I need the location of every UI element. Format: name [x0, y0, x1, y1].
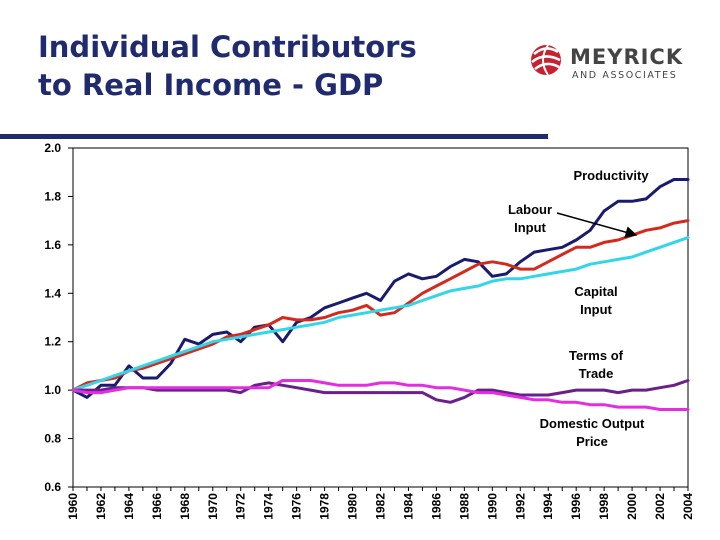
x-tick-label: 1994 [541, 493, 555, 520]
y-tick-label: 1.8 [44, 189, 61, 203]
x-tick-label: 1978 [318, 493, 332, 520]
x-tick-label: 1990 [485, 493, 499, 520]
annotation-line: Domestic Output [540, 416, 645, 431]
chart-axes: 0.6 0.8 1.0 1.2 1.4 1.6 1.8 2.0 1960 1962 1964 1966… [44, 141, 695, 520]
red-globe-icon [531, 44, 561, 76]
annotation-terms: Terms of Trade [569, 348, 624, 381]
x-tick-label: 2004 [681, 493, 695, 520]
title-line-1: Individual Contributors [38, 30, 417, 64]
chart-series [71, 178, 690, 411]
page-title: Individual Contributors to Real Income -… [38, 28, 417, 104]
x-tick-label: 1982 [374, 493, 388, 520]
series-capital-input-line [71, 236, 690, 392]
annotation-price: Domestic Output Price [540, 416, 645, 449]
x-tick-label: 1974 [262, 493, 276, 520]
series-domestic-output-price-line [71, 379, 690, 411]
series-labour-input-line [71, 219, 690, 392]
annotation-line: Terms of [569, 348, 624, 363]
y-tick-label: 1.4 [44, 286, 61, 300]
y-tick-label: 1.0 [44, 383, 61, 397]
annotation-line: Input [580, 302, 612, 317]
title-line-2: to Real Income - GDP [38, 68, 384, 102]
x-tick-label: 1986 [429, 493, 443, 520]
annotation-line: Capital [574, 284, 617, 299]
annotation-line: Input [514, 220, 546, 235]
annotation-productivity: Productivity [573, 168, 649, 183]
x-tick-label: 1970 [206, 493, 220, 520]
y-tick-label: 0.6 [44, 480, 61, 494]
company-logo: MEYRICK AND ASSOCIATES [531, 44, 683, 81]
x-tick-label: 1968 [178, 493, 192, 520]
logo-sub: AND ASSOCIATES [572, 70, 677, 81]
x-tick-label: 1980 [346, 493, 360, 520]
y-tick-label: 2.0 [44, 141, 61, 155]
annotation-line: Labour [508, 202, 552, 217]
y-tick-label: 1.2 [44, 335, 61, 349]
x-tick-label: 1992 [513, 493, 527, 520]
x-tick-label: 1972 [234, 493, 248, 520]
x-tick-label: 1962 [94, 493, 108, 520]
x-tick-label: 1964 [122, 493, 136, 520]
x-tick-label: 1996 [569, 493, 583, 520]
x-tick-label: 1960 [66, 493, 80, 520]
annotation-line: Price [576, 434, 608, 449]
x-tick-label: 1988 [457, 493, 471, 520]
annotation-line: Productivity [573, 168, 649, 183]
annotation-capital: Capital Input [574, 284, 617, 317]
x-tick-label: 1984 [401, 493, 415, 520]
annotation-line: Trade [579, 366, 614, 381]
y-tick-label: 1.6 [44, 238, 61, 252]
x-tick-label: 1966 [150, 493, 164, 520]
x-tick-label: 2002 [653, 493, 667, 520]
title-divider [0, 134, 548, 139]
series-terms-of-trade-line [71, 379, 690, 404]
x-tick-label: 1998 [597, 493, 611, 520]
x-tick-label: 1976 [290, 493, 304, 520]
logo-name: MEYRICK [570, 45, 683, 69]
labour-input-arrow [556, 212, 638, 238]
annotation-labour: Labour Input [508, 202, 552, 235]
x-tick-label: 2000 [625, 493, 639, 520]
y-tick-label: 0.8 [44, 432, 61, 446]
chart-annotations: Productivity Labour Input Capital Input Terms… [508, 168, 649, 449]
